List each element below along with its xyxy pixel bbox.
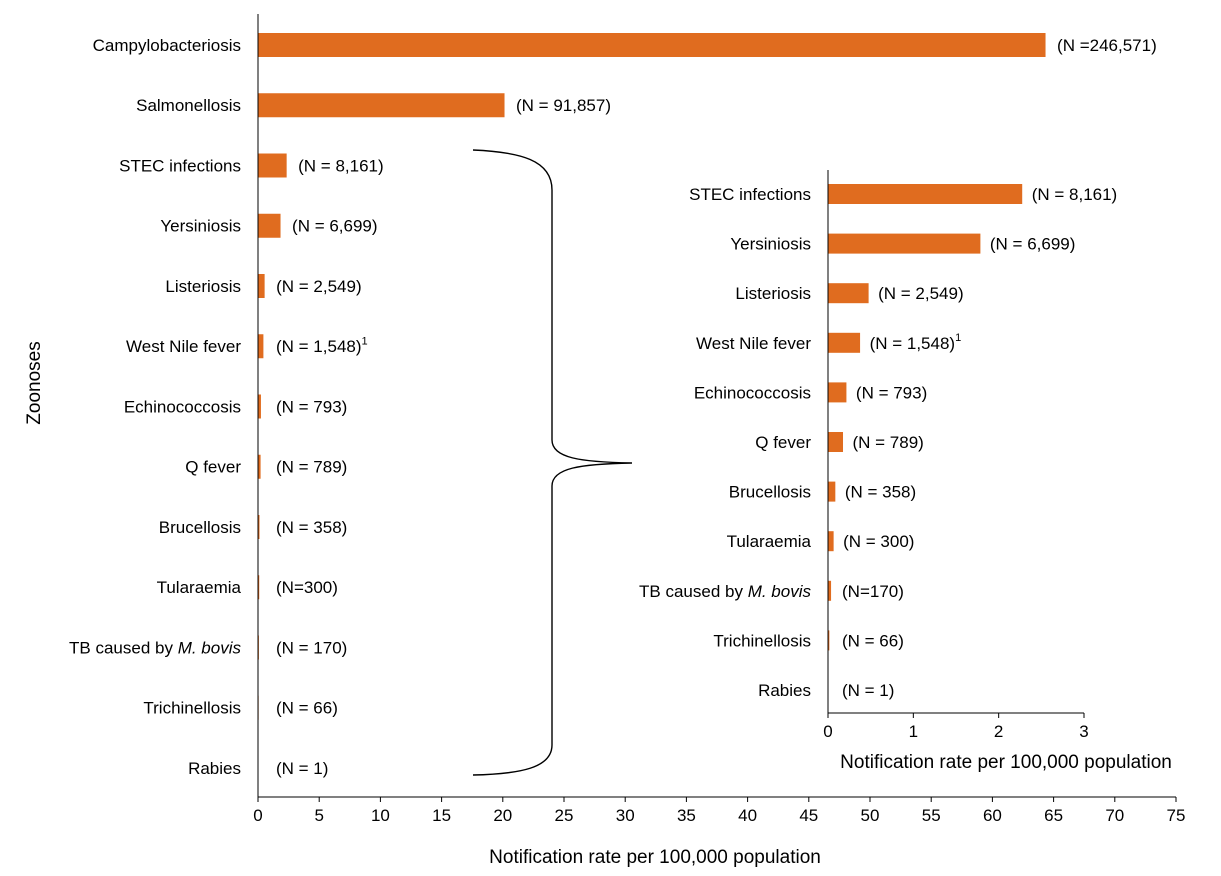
data-label: (N = 8,161) [298,156,384,175]
data-label: (N = 358) [845,483,916,502]
data-label: (N = 1,548)1 [870,332,962,353]
category-label: Q fever [755,433,811,452]
x-tick-label: 1 [909,722,918,741]
x-tick-label: 40 [738,806,757,825]
bar [258,153,287,178]
data-label: (N = 6,699) [990,235,1076,254]
x-tick-label: 3 [1079,722,1088,741]
category-label: Tularaemia [727,532,812,551]
x-tick-label: 0 [253,806,262,825]
category-label: Listeriosis [735,284,811,303]
data-label: (N=300) [276,578,338,597]
bar [828,283,869,304]
bar [828,531,834,552]
x-axis-title: Notification rate per 100,000 population [489,847,821,868]
data-label: (N = 91,857) [516,96,611,115]
data-label: (N = 1,548)1 [276,336,368,357]
x-tick-label: 2 [994,722,1003,741]
x-tick-label: 25 [555,806,574,825]
bar [828,432,844,452]
category-label: West Nile fever [696,334,811,353]
category-label: Yersiniosis [730,235,811,254]
bar [828,481,836,502]
bar [828,332,861,353]
inset-bar-chart: 0 1 2 3 STEC infections (N = 8,161) Yersiniosi… [639,170,1172,773]
main-bar-chart: 0 5 10 15 20 25 30 35 40 45 50 55 60 65 70 75Campylobac… [24,14,1185,868]
x-tick-label: 10 [371,806,390,825]
bar [828,580,832,601]
bar [828,184,1023,204]
data-label: (N = 2,549) [878,284,964,303]
category-label: Q fever [185,458,241,477]
category-label: TB caused by M. bovis [639,582,811,601]
y-axis-title: Zoonoses [24,341,45,424]
data-label: (N = 66) [842,631,904,650]
data-label: (N = 300) [843,532,914,551]
data-label: (N = 789) [853,433,924,452]
data-label: (N = 66) [276,699,338,718]
x-tick-label: 15 [432,806,451,825]
data-label: (N =246,571) [1057,36,1157,55]
bar [258,394,261,419]
x-tick-label: 5 [314,806,323,825]
category-label: Brucellosis [159,518,241,537]
data-label: (N = 6,699) [292,217,378,236]
x-tick-label: 45 [799,806,818,825]
bar [828,382,847,403]
category-label: Salmonellosis [136,96,241,115]
category-label: Campylobacteriosis [93,36,241,55]
data-label: (N = 1) [842,681,894,700]
category-label: Rabies [188,759,241,778]
data-label: (N=170) [842,582,904,601]
category-label: Tularaemia [157,578,242,597]
x-tick-label: 50 [861,806,880,825]
x-tick-label: 20 [493,806,512,825]
category-label: Trichinellosis [143,699,241,718]
x-tick-label: 35 [677,806,696,825]
bar [258,334,264,359]
category-label: Echinococcosis [694,383,811,402]
category-label: STEC infections [689,185,811,204]
data-label: (N = 1) [276,759,328,778]
data-label: (N = 793) [856,383,927,402]
bar [828,630,830,651]
x-tick-label: 55 [922,806,941,825]
bar [258,454,261,479]
bar [258,213,281,238]
grouping-brace [472,149,633,776]
category-label: Yersiniosis [160,217,241,236]
x-tick-label: 60 [983,806,1002,825]
x-tick-label: 75 [1167,806,1186,825]
bar [258,575,260,600]
x-axis-title: Notification rate per 100,000 population [840,752,1172,773]
bar [258,93,505,118]
bar [828,233,981,254]
category-label: TB caused by M. bovis [69,638,241,657]
category-label: Echinococcosis [124,397,241,416]
category-label: Listeriosis [165,277,241,296]
data-label: (N = 789) [276,458,347,477]
category-label: Brucellosis [729,483,811,502]
data-label: (N = 170) [276,638,347,657]
x-tick-label: 70 [1105,806,1124,825]
category-label: West Nile fever [126,337,241,356]
x-tick-label: 30 [616,806,635,825]
bar [258,274,265,298]
category-label: Trichinellosis [713,631,811,650]
category-label: STEC infections [119,156,241,175]
data-label: (N = 8,161) [1032,185,1118,204]
bar [258,33,1046,57]
data-label: (N = 2,549) [276,277,362,296]
x-tick-label: 65 [1044,806,1063,825]
x-tick-label: 0 [823,722,832,741]
bar [258,515,260,539]
data-label: (N = 793) [276,397,347,416]
category-label: Rabies [758,681,811,700]
data-label: (N = 358) [276,518,347,537]
